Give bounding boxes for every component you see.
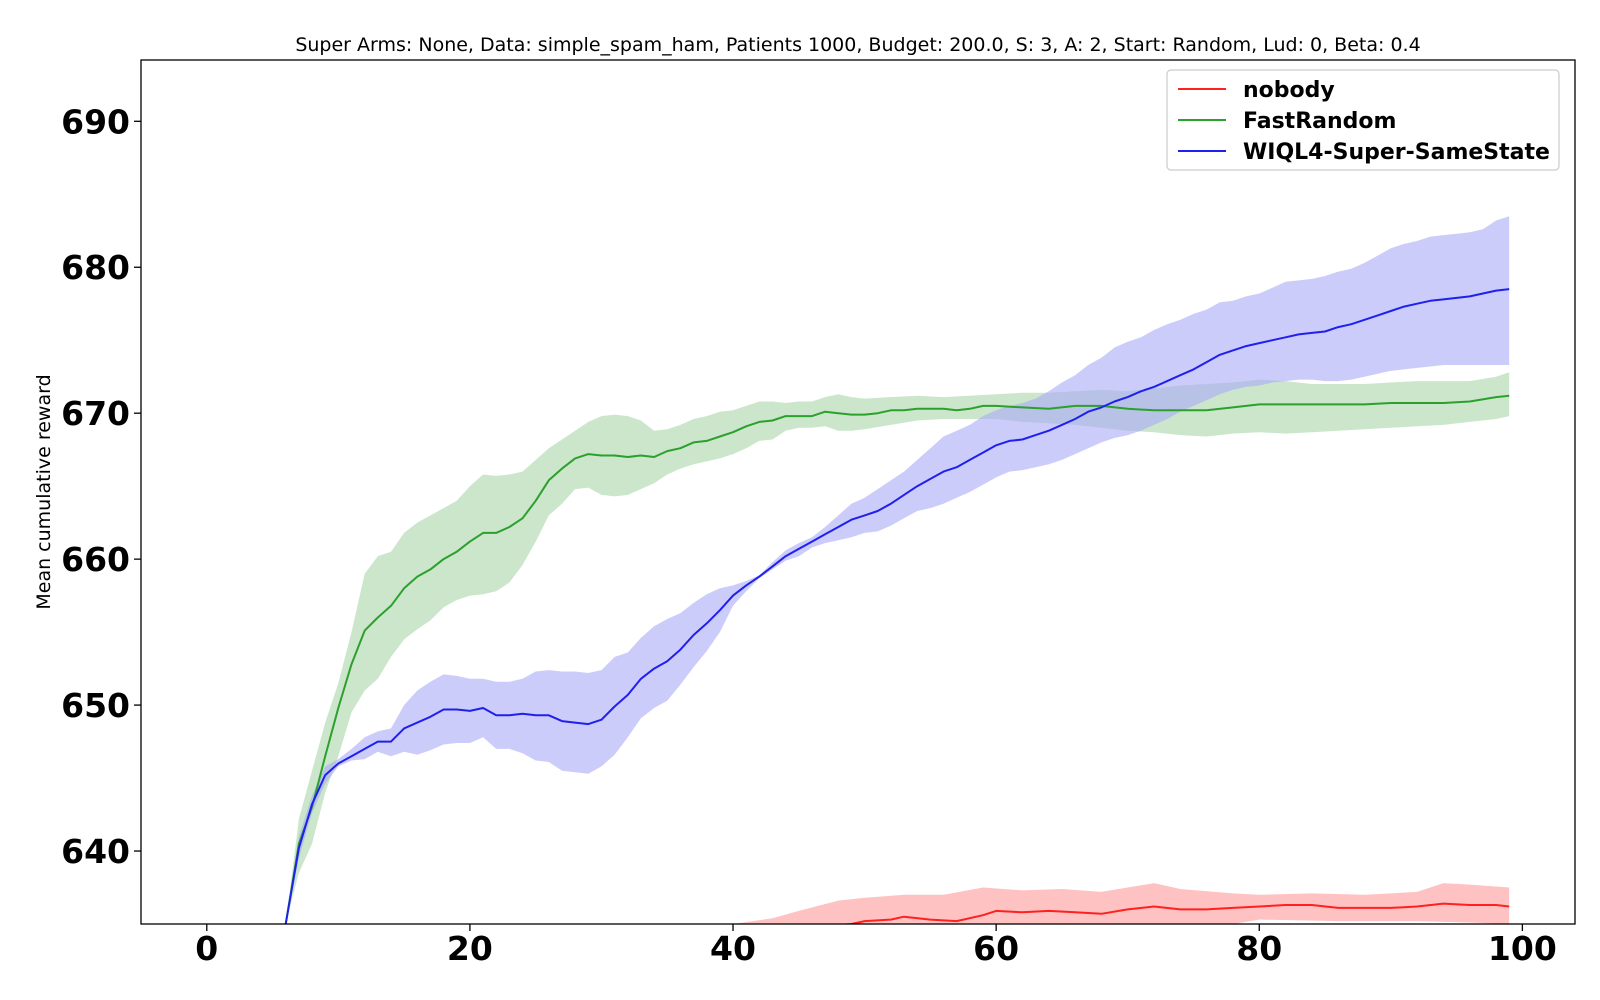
legend-label-nobody: nobody [1243, 78, 1335, 103]
series-lines [284, 288, 1510, 924]
legend: nobody FastRandom WIQL4-Super-SameState [1166, 69, 1560, 171]
y-tick-label: 640 [61, 832, 130, 871]
confidence-bands [285, 216, 1510, 924]
series-line-wiql4-super-samestate [284, 288, 1510, 924]
plot-frame [140, 59, 1576, 925]
legend-label-wiql4-super-samestate: WIQL4-Super-SameState [1243, 140, 1550, 165]
x-tick-label: 60 [973, 929, 1019, 968]
band-fastrandom [285, 372, 1510, 924]
band-nobody [285, 883, 1510, 924]
series-line-fastrandom [284, 394, 1510, 924]
y-tick-label: 650 [61, 686, 130, 725]
x-tick-label: 20 [447, 929, 493, 968]
x-tick-label: 40 [710, 929, 756, 968]
series-line-nobody [839, 902, 1510, 924]
x-tick-label: 100 [1488, 929, 1557, 968]
y-tick-label: 670 [61, 394, 130, 433]
x-tick-label: 80 [1236, 929, 1282, 968]
y-axis: 640 650 660 670 680 690 [61, 102, 141, 871]
y-tick-label: 680 [61, 248, 130, 287]
x-tick-label: 0 [195, 929, 218, 968]
legend-label-fastrandom: FastRandom [1243, 109, 1396, 134]
y-axis-label: Mean cumulative reward [33, 374, 55, 609]
legend-box [1166, 69, 1560, 171]
x-axis: 0 20 40 60 80 100 [195, 924, 1557, 968]
y-tick-label: 690 [61, 102, 130, 141]
band-wiql4-super-samestate [285, 216, 1510, 924]
chart-title: Super Arms: None, Data: simple_spam_ham,… [295, 34, 1420, 56]
y-tick-label: 660 [61, 540, 130, 579]
